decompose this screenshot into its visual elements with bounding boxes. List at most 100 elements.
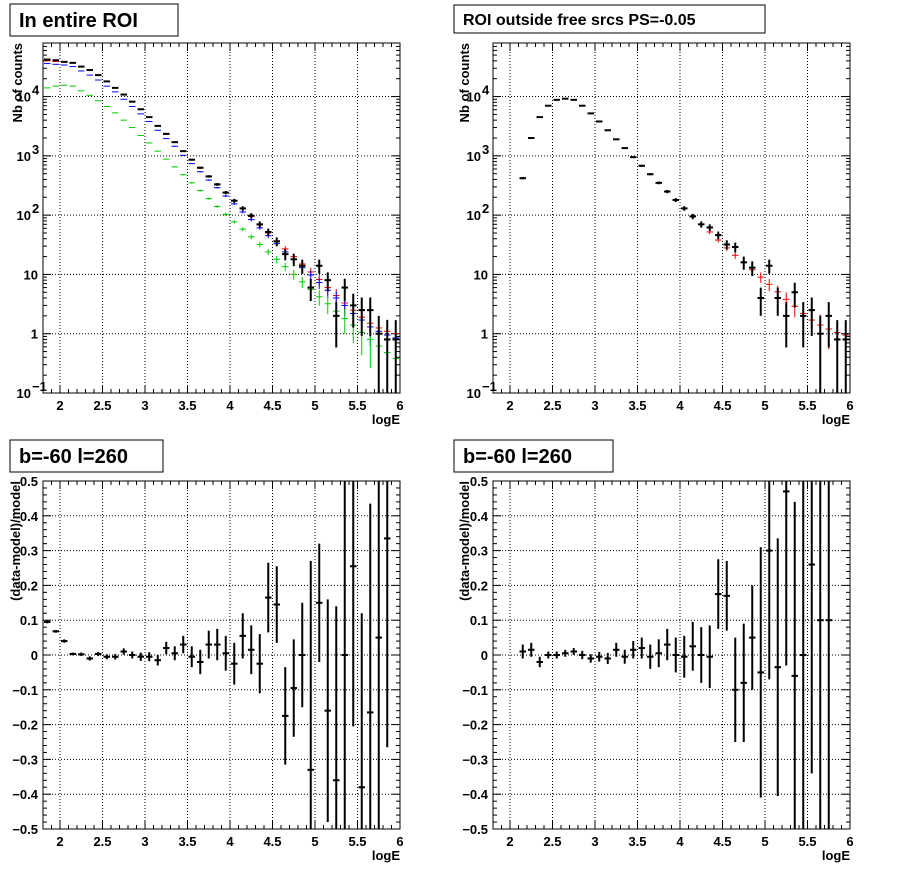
y-tick-label: −0.5 [12, 822, 38, 837]
data-point [621, 147, 628, 150]
y-tick-label: 10 [24, 267, 38, 282]
y-tick-label: −0.3 [462, 752, 488, 767]
data-point [333, 606, 340, 829]
data-point [367, 297, 374, 336]
data-point [800, 302, 807, 348]
data-point [222, 635, 229, 671]
data-point [248, 234, 255, 240]
data-point [282, 667, 289, 765]
data-point [129, 127, 136, 129]
x-tick-label: 2.5 [543, 398, 561, 413]
y-tick-exponent: −1 [482, 379, 497, 394]
data-point [613, 138, 620, 141]
data-point [299, 276, 306, 289]
data-point [723, 240, 730, 250]
y-tick-label: 10 [17, 208, 31, 223]
y-tick-label: 0 [31, 648, 38, 663]
data-point [384, 481, 391, 748]
data-point [808, 297, 815, 336]
data-point [188, 158, 195, 161]
panel-3: 2 2.5 3 3.5 4 4.5 5 5.5 6 −0.5 −0.4 −0.3 −0.2 −0.1 0 0.… [8, 439, 404, 863]
y-tick-exponent: 2 [32, 201, 39, 216]
y-tick-label: 0.2 [20, 578, 38, 593]
data-point [689, 621, 696, 671]
data-point [596, 651, 603, 662]
data-point [587, 654, 594, 663]
data-point [239, 210, 246, 214]
data-point [197, 166, 204, 169]
x-tick-label: 4.5 [713, 834, 731, 849]
data-point [579, 104, 586, 107]
data-point [333, 302, 340, 348]
y-tick-label: 0.1 [470, 613, 488, 628]
data-point [180, 150, 187, 153]
data-point [214, 186, 221, 189]
data-point [604, 652, 611, 665]
data-point [307, 270, 314, 281]
data-point [553, 651, 560, 659]
data-point [834, 320, 841, 393]
x-tick-label: 5.5 [348, 834, 366, 849]
data-point [817, 315, 824, 393]
panel-title-text: In entire ROI [19, 10, 138, 32]
data-point [681, 206, 688, 211]
data-point [188, 163, 195, 165]
y-tick-label: 0.2 [470, 578, 488, 593]
data-point [791, 501, 798, 829]
y-axis-title: (data-model)/model [457, 481, 472, 601]
data-point [570, 98, 577, 101]
data-point [95, 651, 102, 657]
x-tick-label: 2 [56, 834, 63, 849]
data-point [655, 639, 662, 668]
x-axis-title: logE [822, 412, 850, 427]
data-point [171, 141, 178, 144]
data-point [324, 599, 331, 823]
data-point [375, 315, 382, 393]
panel-title-box [9, 439, 164, 473]
data-point [78, 652, 85, 657]
y-tick-label: 0.4 [470, 509, 489, 524]
data-point [341, 309, 348, 334]
x-tick-label: 6 [396, 398, 403, 413]
data-point [154, 655, 161, 666]
data-point [528, 136, 535, 139]
x-tick-label: 4 [226, 398, 234, 413]
data-point [825, 302, 832, 348]
data-point [808, 481, 815, 774]
data-point [630, 156, 637, 159]
data-point [222, 190, 229, 195]
data-point [732, 637, 739, 742]
data-point [655, 181, 662, 185]
data-point [248, 217, 255, 222]
x-axis-title: logE [822, 848, 850, 863]
data-point [638, 164, 645, 167]
data-point [205, 179, 212, 181]
y-tick-exponent: −1 [32, 379, 47, 394]
data-point [197, 649, 204, 675]
data-point [630, 641, 637, 659]
panel-title-box [453, 4, 766, 34]
data-point [519, 176, 526, 180]
series-4 [44, 58, 399, 393]
data-point [706, 625, 713, 689]
panel-title-box [453, 439, 614, 473]
panel-title-box [9, 3, 179, 37]
y-tick-label: 10 [17, 149, 31, 164]
data-point [350, 293, 357, 328]
x-tick-label: 2 [56, 398, 63, 413]
data-point [248, 625, 255, 675]
data-point [553, 98, 560, 101]
data-point [44, 620, 51, 624]
data-point [180, 174, 187, 176]
data-point [205, 197, 212, 200]
x-tick-label: 3.5 [628, 834, 646, 849]
data-point [367, 503, 374, 829]
data-point [256, 221, 263, 228]
data-point [791, 282, 798, 308]
data-point [137, 135, 144, 137]
y-tick-label: 0 [481, 648, 488, 663]
panel-title: ROI outside free srcs PS=-0.05 [453, 4, 766, 34]
data-point [239, 206, 246, 211]
data-point [290, 639, 297, 737]
